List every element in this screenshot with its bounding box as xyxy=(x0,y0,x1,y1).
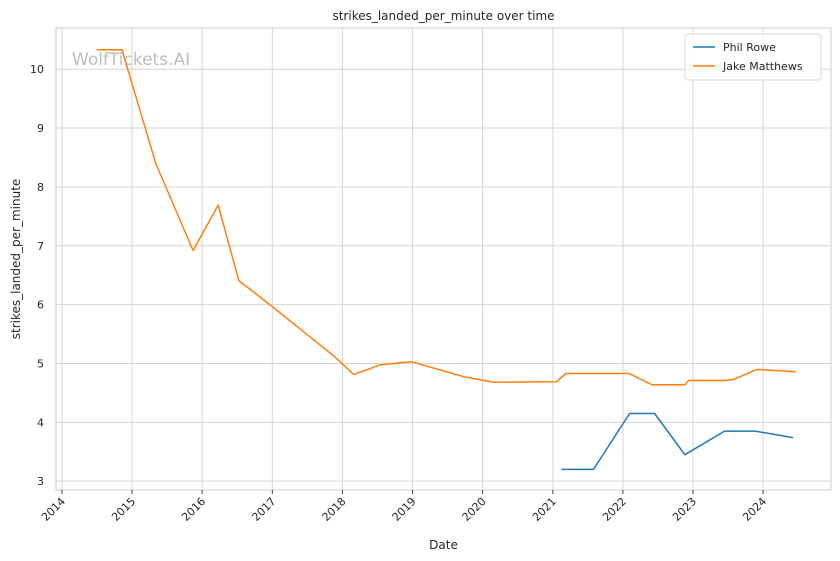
legend: Phil Rowe Jake Matthews xyxy=(684,33,822,81)
chart-title: strikes_landed_per_minute over time xyxy=(332,9,554,23)
y-tick-label: 3 xyxy=(37,475,44,488)
x-tick-label: 2018 xyxy=(320,495,349,524)
x-tick-label: 2024 xyxy=(740,495,769,524)
y-tick-label: 7 xyxy=(37,240,44,253)
x-tick-label: 2014 xyxy=(39,495,68,524)
x-tick-label: 2016 xyxy=(179,495,208,524)
y-tick-label: 5 xyxy=(37,357,44,370)
y-axis-ticks: 3 4 5 6 7 8 9 10 xyxy=(30,63,44,488)
legend-label: Jake Matthews xyxy=(722,60,803,73)
plot-area-frame xyxy=(55,27,832,491)
x-axis-label: Date xyxy=(429,538,458,552)
series-line xyxy=(561,412,794,471)
x-tick-label: 2017 xyxy=(249,495,278,524)
series-line xyxy=(96,49,796,386)
x-tick-label: 2022 xyxy=(600,495,629,524)
x-tick-label: 2020 xyxy=(460,495,489,524)
x-tick-label: 2019 xyxy=(390,495,419,524)
x-tick-label: 2023 xyxy=(670,495,699,524)
y-tick-label: 4 xyxy=(37,416,44,429)
y-tick-label: 6 xyxy=(37,299,44,312)
grid xyxy=(56,28,831,490)
legend-label: Phil Rowe xyxy=(723,41,776,54)
x-tick-label: 2021 xyxy=(530,495,559,524)
legend-box xyxy=(684,33,822,81)
series xyxy=(96,49,796,471)
y-tick-label: 10 xyxy=(30,63,44,76)
y-tick-label: 8 xyxy=(37,181,44,194)
watermark-text: WolfTickets.AI xyxy=(72,50,190,70)
x-axis-ticks: 2014 2015 2016 2017 2018 2019 2020 2021 2022 2023… xyxy=(39,490,769,524)
y-axis-label: strikes_landed_per_minute xyxy=(9,179,23,340)
x-tick-label: 2015 xyxy=(109,495,138,524)
y-tick-label: 9 xyxy=(37,122,44,135)
